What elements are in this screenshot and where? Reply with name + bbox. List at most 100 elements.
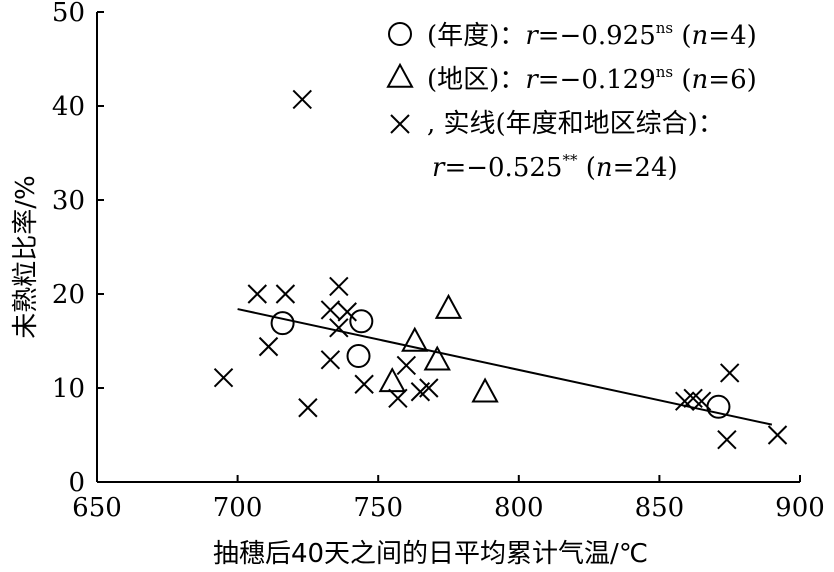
triangle-marker [378,367,406,393]
legend-n-open: ( [577,153,595,183]
x-marker [388,388,408,409]
x-marker-stroke [388,388,408,409]
y-axis-title: 未熟粒比率/% [11,175,41,338]
x-marker-stroke [396,355,417,376]
series-x [213,89,788,450]
x-marker [396,355,417,376]
data-points [213,89,788,450]
y-tick-label: 50 [52,0,85,28]
legend-n-value: =24) [613,153,678,183]
x-marker [719,363,740,383]
triangle-marker [471,377,499,403]
legend-colon: ： [698,109,724,139]
x-tick-label: 850 [635,493,685,523]
legend-r-symbol: r [432,153,446,183]
x-marker [354,374,374,394]
x-marker-stroke [683,388,703,409]
x-marker-stroke [247,284,267,304]
axes: 650 700 750 800 850 900 0 10 20 30 40 50 [52,0,825,523]
x-marker-stroke [691,391,712,411]
x-marker [329,276,349,297]
legend-significance: ** [562,151,578,169]
x-marker-stroke [320,350,341,370]
circle-marker [388,22,412,46]
y-tick-label: 10 [52,374,85,404]
y-tick-label: 20 [52,280,85,310]
x-marker [767,425,788,445]
circle-marker [349,309,374,334]
circle-marker [346,344,371,369]
x-marker-stroke [298,398,318,418]
x-marker-stroke [213,367,234,388]
legend-significance: ns [656,19,673,37]
y-tick-label: 0 [68,468,85,498]
x-marker [258,336,279,357]
x-tick-label: 800 [494,493,544,523]
x-marker [390,114,410,134]
legend-n-value: =4) [708,21,756,51]
legend-n-symbol: n [692,21,709,51]
x-marker [247,284,267,304]
x-marker-stroke [354,374,374,394]
x-marker-stroke [337,302,357,322]
legend-entry-x: , 实线(年度和地区综合)： [427,109,724,139]
legend: (年度)：r=−0.925ns (n=4)(地区)：r=−0.129ns (n=… [386,19,757,183]
x-marker [717,429,737,450]
x-marker-stroke [410,382,431,402]
legend-r-value: =−0.925 [538,21,656,51]
x-marker-stroke [258,336,279,357]
x-marker [691,391,712,411]
legend-entry-stats: r=−0.525** (n=24) [432,151,678,183]
legend-entry-triangle: (地区)：r=−0.129ns (n=6) [427,63,757,95]
triangle-marker [423,345,451,371]
x-marker-stroke [320,300,341,320]
legend-r-symbol: r [525,65,539,95]
x-marker [320,300,341,320]
x-marker-stroke [717,429,737,450]
x-marker-stroke [329,318,349,338]
legend-r-symbol: r [525,21,539,51]
legend-n-value: =6) [708,65,756,95]
legend-series-name: (地区) [427,65,499,95]
series-triangle [378,293,499,403]
legend-r-value: =−0.129 [538,65,656,95]
x-marker-stroke [390,114,410,134]
x-marker-stroke [275,284,296,304]
x-marker [292,89,312,110]
x-marker-stroke [767,425,788,445]
x-axis-title: 抽穗后40天之间的日平均累计气温/℃ [213,539,648,569]
circle-marker [270,311,295,336]
triangle-marker [401,326,429,352]
legend-entry-circle: (年度)：r=−0.925ns (n=4) [427,19,757,51]
x-tick-label: 900 [775,493,825,523]
legend-series-name: , 实线(年度和地区综合) [427,109,698,139]
legend-n-symbol: n [596,153,613,183]
legend-significance: ns [656,63,673,81]
circle-marker [706,394,731,419]
legend-series-name: (年度) [427,21,499,51]
legend-r-value: =−0.525 [444,153,562,183]
x-marker-stroke [329,276,349,297]
legend-n-open: ( [673,65,691,95]
x-marker [275,284,296,304]
x-tick-label: 650 [72,493,122,523]
legend-n-open: ( [673,21,691,51]
x-marker [329,318,349,338]
legend-colon: ： [499,65,525,95]
x-marker-stroke [292,89,312,110]
x-tick-label: 700 [213,493,263,523]
legend-colon: ： [499,21,525,51]
y-tick-label: 40 [52,92,85,122]
x-marker [410,382,431,402]
x-marker-stroke [719,363,740,383]
y-tick-label: 30 [52,186,85,216]
triangle-marker [434,293,463,319]
x-marker [337,302,357,322]
triangle-marker [386,62,414,88]
x-marker [320,350,341,370]
x-tick-label: 750 [353,493,403,523]
x-marker [213,367,234,388]
x-marker [298,398,318,418]
legend-n-symbol: n [692,65,709,95]
